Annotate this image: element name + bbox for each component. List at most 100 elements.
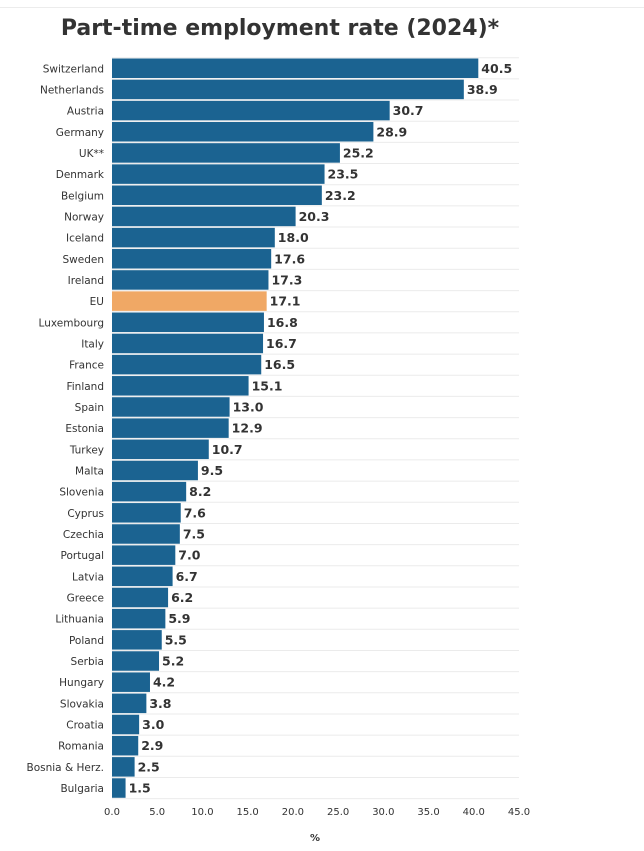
category-label: Switzerland: [43, 63, 104, 75]
bar-bulgaria[interactable]: [112, 778, 126, 798]
bar-spain[interactable]: [112, 397, 230, 417]
bar-iceland[interactable]: [112, 227, 275, 248]
x-tick-label: 5.0: [149, 807, 165, 818]
bar-czechia[interactable]: [112, 524, 180, 544]
x-tick-label: 35.0: [417, 807, 439, 818]
category-label: Czechia: [63, 529, 104, 541]
category-label: Lithuania: [55, 614, 104, 626]
value-label: 23.5: [328, 167, 359, 182]
bar-germany[interactable]: [112, 122, 374, 142]
value-label: 4.2: [153, 675, 175, 690]
category-label: Iceland: [66, 233, 104, 245]
x-axis-ticks: 0.0 5.0 10.0 15.0 20.0 25.0 30.0 35.0 40.0 45.0: [104, 807, 530, 818]
value-label: 10.7: [212, 442, 243, 457]
x-tick-label: 20.0: [282, 807, 304, 818]
value-label: 9.5: [201, 463, 223, 478]
value-label: 16.8: [267, 315, 298, 330]
value-label: 13.0: [233, 399, 264, 414]
value-label: 30.7: [393, 103, 424, 118]
x-tick-label: 30.0: [372, 807, 394, 818]
value-label: 17.6: [274, 251, 305, 266]
category-label: Belgium: [61, 190, 104, 202]
bar-estonia[interactable]: [112, 418, 229, 438]
x-tick-label: 25.0: [327, 807, 349, 818]
category-label: Cyprus: [67, 508, 104, 520]
bar-bosnia-herz[interactable]: [112, 757, 135, 777]
bar-greece[interactable]: [112, 587, 169, 608]
bar-ireland[interactable]: [112, 270, 269, 290]
category-label: France: [69, 360, 104, 372]
value-label: 17.1: [270, 294, 301, 309]
value-label: 1.5: [129, 781, 151, 796]
value-label: 5.9: [168, 611, 190, 626]
bar-turkey[interactable]: [112, 439, 209, 460]
bar-netherlands[interactable]: [112, 79, 464, 100]
bar-malta[interactable]: [112, 460, 198, 481]
value-label: 16.5: [264, 357, 295, 372]
value-label: 5.2: [162, 654, 184, 669]
bar-italy[interactable]: [112, 333, 264, 354]
category-label: Turkey: [69, 444, 104, 456]
bar-austria[interactable]: [112, 100, 390, 121]
bar-latvia[interactable]: [112, 566, 173, 587]
category-label: Serbia: [71, 656, 104, 668]
gridlines: [112, 57, 519, 800]
bar-eu[interactable]: [112, 291, 267, 311]
bar-slovenia[interactable]: [112, 481, 187, 502]
value-label: 3.0: [142, 717, 164, 732]
category-label: Latvia: [72, 571, 104, 583]
bar-france[interactable]: [112, 354, 262, 375]
value-label: 17.3: [271, 272, 302, 287]
category-label: Ireland: [68, 275, 104, 287]
category-label: Romania: [58, 741, 104, 753]
category-label: Portugal: [61, 550, 105, 562]
category-label: Bulgaria: [60, 783, 104, 795]
x-tick-label: 40.0: [463, 807, 485, 818]
category-label: Germany: [56, 127, 104, 139]
bar-cyprus[interactable]: [112, 503, 181, 523]
bar-luxembourg[interactable]: [112, 312, 264, 333]
top-divider: [0, 7, 644, 8]
bar-denmark[interactable]: [112, 164, 325, 184]
category-label: Croatia: [66, 720, 104, 732]
bar-hungary[interactable]: [112, 672, 150, 692]
bar-romania[interactable]: [112, 735, 139, 756]
value-label: 7.5: [183, 526, 205, 541]
value-label: 40.5: [481, 61, 512, 76]
bar-portugal[interactable]: [112, 545, 176, 565]
value-label: 2.9: [141, 738, 163, 753]
bar-poland[interactable]: [112, 630, 162, 650]
category-label: Greece: [67, 593, 104, 605]
bar-serbia[interactable]: [112, 651, 160, 671]
bar-norway[interactable]: [112, 206, 296, 227]
category-label: Poland: [69, 635, 104, 647]
bar-finland[interactable]: [112, 376, 249, 396]
bar-belgium[interactable]: [112, 185, 322, 206]
x-tick-label: 15.0: [237, 807, 259, 818]
value-label: 23.2: [325, 188, 356, 203]
category-label: Estonia: [65, 423, 104, 435]
bars: [112, 58, 479, 798]
value-label: 8.2: [189, 484, 211, 499]
category-label: Italy: [81, 338, 104, 350]
value-label: 7.6: [184, 505, 206, 520]
value-label: 38.9: [467, 82, 498, 97]
value-label: 5.5: [165, 632, 187, 647]
value-label: 28.9: [376, 124, 407, 139]
category-label: UK**: [79, 148, 104, 160]
bar-sweden[interactable]: [112, 249, 272, 269]
value-label: 18.0: [278, 230, 309, 245]
value-label: 7.0: [178, 548, 200, 563]
bar-uk[interactable]: [112, 143, 340, 163]
category-label: EU: [90, 296, 104, 308]
bar-lithuania[interactable]: [112, 608, 166, 629]
bar-switzerland[interactable]: [112, 58, 479, 79]
bar-slovakia[interactable]: [112, 693, 147, 714]
x-axis-label: %: [310, 833, 320, 844]
category-label: Finland: [66, 381, 104, 393]
value-label: 2.5: [138, 759, 160, 774]
bar-croatia[interactable]: [112, 714, 140, 735]
x-tick-label: 0.0: [104, 807, 120, 818]
category-label: Austria: [67, 106, 104, 118]
